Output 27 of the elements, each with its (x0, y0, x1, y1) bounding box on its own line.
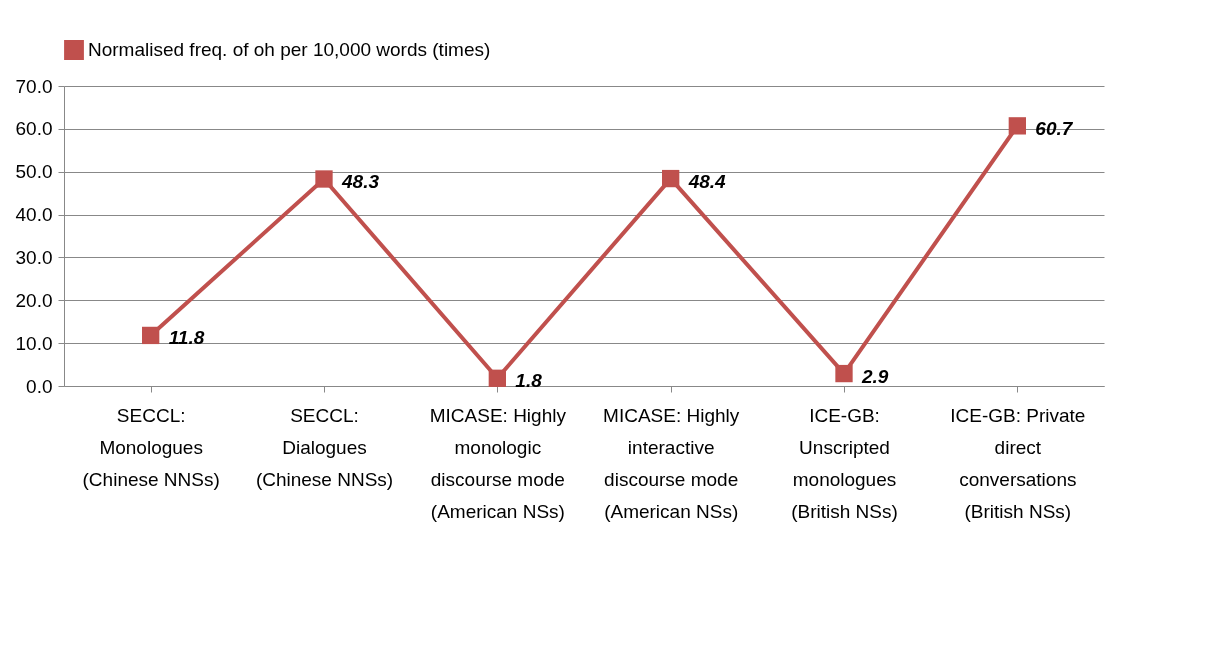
point (315, 170, 333, 188)
y-tick-label: 60.0 (15, 118, 53, 140)
point (662, 169, 680, 188)
x-tick-label: ICE-GB: Private direct conversations (British NSs) (950, 404, 1086, 522)
data-label: 2.9 (861, 365, 889, 387)
data-label: 48.3 (341, 171, 380, 192)
point (835, 364, 853, 383)
x-tick-label: SECCL: Dialogues (Chinese NNSs) (255, 404, 394, 490)
x-tick-label: SECCL: Monologues (Chinese NNSs) (82, 404, 220, 490)
data-label: 48.4 (687, 170, 727, 192)
data-label: 1.8 (515, 370, 543, 392)
point (142, 326, 160, 345)
y-tick-label: 30.0 (15, 246, 53, 268)
y-tick-label: 40.0 (15, 204, 53, 226)
legend-label: Normalised freq. of oh per 10,000 words (times) (88, 39, 491, 60)
y-tick-label: 10.0 (15, 332, 53, 354)
y-tick-label: 70.0 (15, 75, 53, 97)
y-tick-label: 0.0 (26, 375, 53, 397)
point (488, 369, 506, 387)
y-tick-label: 50.0 (15, 161, 53, 183)
data-label: 11.8 (168, 327, 205, 349)
x-tick-label: MICASE: Highly interactive discourse mode (American NSs) (603, 404, 740, 522)
y-tick-label: 20.0 (15, 289, 53, 311)
x-tick-label: MICASE: Highly monologic discourse mode (American NSs) (429, 404, 567, 522)
x-tick-label: ICE-GB: Unscripted monologues (British NSs) (791, 404, 898, 522)
data-label: 60.7 (1035, 117, 1074, 139)
point (1008, 117, 1026, 135)
